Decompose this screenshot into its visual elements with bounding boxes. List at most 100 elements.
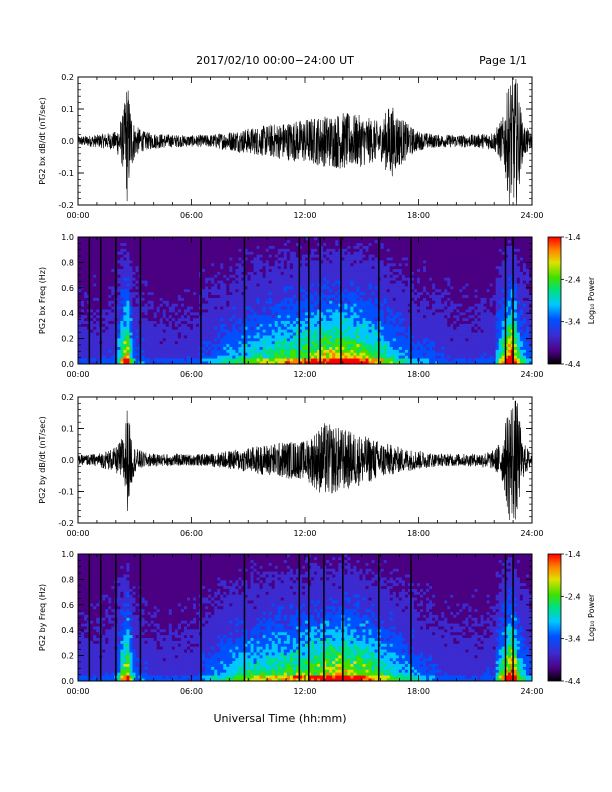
spectrogram-cell <box>353 306 357 310</box>
spectrogram-cell <box>380 271 384 275</box>
spectrogram-cell <box>208 251 212 255</box>
spectrogram-cell <box>126 239 130 244</box>
spectrogram-cell <box>102 262 106 267</box>
spectrogram-cell <box>205 260 209 264</box>
spectrogram-cell <box>317 239 321 244</box>
spectrogram-cell <box>326 306 330 310</box>
spectrogram-cell <box>196 239 200 244</box>
spectrogram-cell <box>283 352 288 356</box>
spectrogram-cell <box>208 297 212 301</box>
spectrogram-cell <box>220 352 224 356</box>
spectrogram-cell <box>256 309 260 313</box>
spectrogram-cell <box>105 338 109 342</box>
spectrogram-cell <box>196 286 200 290</box>
spectrogram-cell <box>120 323 124 327</box>
spectrogram-cell <box>392 242 397 246</box>
spectrogram-cell <box>410 338 415 342</box>
spectrogram-cell <box>311 277 315 281</box>
spectrogram-cell <box>314 317 318 322</box>
spectrogram-cell <box>226 297 230 301</box>
spectrogram-cell <box>259 326 263 330</box>
spectrogram-cell <box>347 242 351 246</box>
spectrogram-cell <box>365 283 369 287</box>
spectrogram-cell <box>383 291 388 296</box>
spectrogram-cell <box>93 312 97 316</box>
spectrogram-cell <box>407 280 412 284</box>
spectrogram-cell <box>90 361 94 364</box>
spectrogram-cell <box>162 317 167 322</box>
spectrogram-cell <box>311 260 315 264</box>
spectrogram-cell <box>105 335 109 339</box>
spectrogram-cell <box>311 265 315 270</box>
spectrogram-cell <box>341 355 345 359</box>
spectrogram-cell <box>256 297 260 301</box>
spectrogram-cell <box>189 329 194 333</box>
spectrogram-cell <box>274 332 279 336</box>
spectrogram-cell <box>247 355 251 359</box>
spectrogram-cell <box>153 355 157 359</box>
spectrogram-cell <box>308 271 312 275</box>
spectrogram-cell <box>301 332 306 336</box>
spectrogram-cell <box>147 242 151 246</box>
spectrogram-cell <box>353 309 357 313</box>
spectrogram-cell <box>401 349 406 353</box>
spectrogram-cell <box>117 283 121 287</box>
spectrogram-cell <box>326 257 330 261</box>
spectrogram-cell <box>389 294 394 298</box>
spectrogram-cell <box>371 237 375 241</box>
spectrogram-cell <box>235 349 239 353</box>
spectrogram-cell <box>256 294 260 298</box>
spectrogram-cell <box>359 323 363 327</box>
spectrogram-cell <box>162 262 167 267</box>
spectrogram-cell <box>317 306 321 310</box>
spectrogram-cell <box>141 277 145 281</box>
spectrogram-cell <box>196 358 200 362</box>
spectrogram-cell <box>335 309 339 313</box>
spectrogram-cell <box>183 323 188 327</box>
spectrogram-cell <box>359 312 363 316</box>
spectrogram-cell <box>262 274 266 278</box>
spectrogram-cell <box>93 340 97 345</box>
spectrogram-cell <box>177 329 182 333</box>
spectrogram-cell <box>407 300 412 304</box>
spectrogram-cell <box>407 320 412 324</box>
spectrogram-cell <box>108 262 112 267</box>
spectrogram-cell <box>398 257 403 261</box>
spectrogram-cell <box>392 254 397 258</box>
spectrogram-cell <box>217 312 221 316</box>
spectrogram-cell <box>295 355 300 359</box>
spectrogram-cell <box>338 343 342 347</box>
spectrogram-cell <box>311 271 315 275</box>
spectrogram-cell <box>314 349 318 353</box>
spectrogram-cell <box>401 297 406 301</box>
spectrogram-cell <box>214 349 218 353</box>
spectrogram-cell <box>141 262 145 267</box>
spectrogram-cell <box>102 355 106 359</box>
spectrogram-cell <box>214 312 218 316</box>
spectrogram-cell <box>144 237 148 241</box>
spectrogram-cell <box>383 268 388 272</box>
spectrogram-cell <box>235 306 239 310</box>
spectrogram-cell <box>253 332 257 336</box>
spectrogram-cell <box>305 352 309 356</box>
spectrogram-cell <box>386 352 391 356</box>
spectrogram-cell <box>165 314 170 319</box>
spectrogram-cell <box>120 303 124 307</box>
spectrogram-cell <box>395 294 400 298</box>
spectrogram-cell <box>150 361 154 364</box>
spectrogram-cell <box>274 320 279 324</box>
spectrogram-cell <box>350 343 354 347</box>
spectrogram-cell <box>286 271 291 275</box>
spectrogram-cell <box>105 283 109 287</box>
spectrogram-cell <box>174 254 179 258</box>
x-tick-label: 06:00 <box>180 211 203 220</box>
spectrogram-cell <box>96 297 100 301</box>
spectrogram-cell <box>320 297 324 301</box>
spectrogram-cell <box>174 349 179 353</box>
spectrogram-cell <box>208 291 212 296</box>
spectrogram-cell <box>404 283 409 287</box>
spectrogram-cell <box>150 277 154 281</box>
spectrogram-cell <box>129 358 133 362</box>
spectrogram-cell <box>356 306 360 310</box>
spectrogram-cell <box>223 314 227 319</box>
